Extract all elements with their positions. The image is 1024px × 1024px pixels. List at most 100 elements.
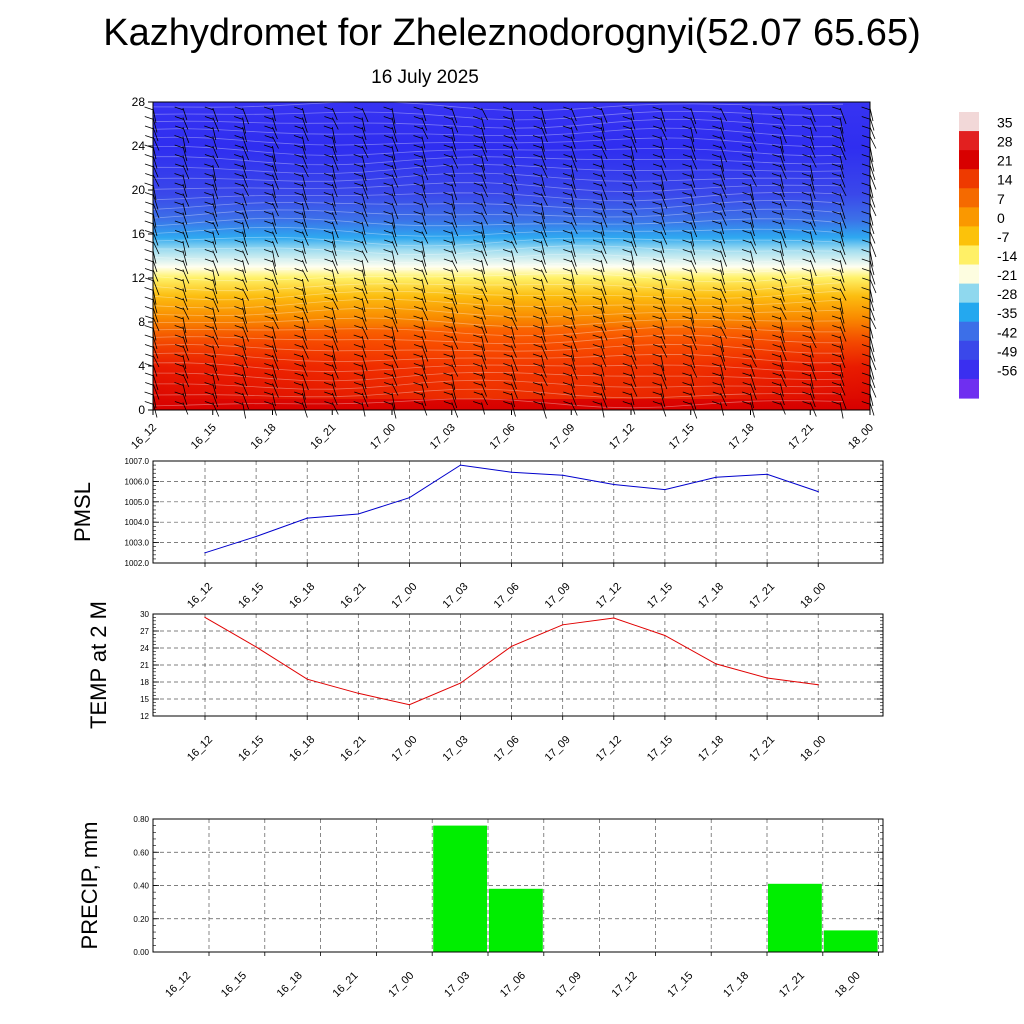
x-tick-label: 17_21	[777, 970, 807, 1000]
heatmap-x-tick-label: 17_03	[428, 422, 458, 452]
heatmap-x-tick-label: 16_18	[249, 422, 279, 452]
y-tick-label: 0.60	[133, 848, 149, 857]
colorbar-label: -28	[997, 286, 1017, 302]
x-tick-label: 17_00	[389, 734, 419, 764]
x-tick-label: 17_15	[645, 581, 675, 611]
heatmap-y-tick-label: 8	[138, 315, 145, 329]
x-tick-label: 17_18	[696, 581, 726, 611]
pmsl-point	[613, 483, 615, 486]
y-axis-title: TEMP at 2 M	[86, 601, 111, 729]
x-tick-label: 17_18	[721, 970, 751, 1000]
x-tick-label: 16_18	[275, 970, 305, 1000]
x-tick-label: 16_12	[163, 970, 193, 1000]
x-tick-label: 18_00	[833, 970, 863, 1000]
colorbar-swatch	[959, 264, 979, 285]
heatmap-y-tick-label: 16	[132, 227, 146, 241]
x-tick-label: 17_06	[498, 970, 528, 1000]
x-tick-label: 16_15	[219, 970, 249, 1000]
x-tick-label: 17_12	[610, 970, 640, 1000]
x-tick-label: 17_21	[747, 734, 777, 764]
wind-barbs	[144, 106, 877, 419]
precip-bar	[823, 930, 878, 952]
temp-point	[255, 646, 257, 648]
heatmap-x-tick-label: 17_12	[607, 422, 637, 452]
y-tick-label: 18	[140, 678, 149, 687]
x-tick-label: 18_00	[798, 581, 828, 611]
pmsl-point	[459, 464, 462, 466]
heatmap-x-tick-label: 17_15	[667, 422, 697, 452]
colorbar-swatch	[959, 321, 979, 342]
temp-point	[408, 704, 410, 706]
precip-bar	[433, 825, 487, 952]
x-tick-label: 16_12	[185, 581, 215, 611]
panel-frame	[152, 818, 884, 953]
colorbar-swatch	[959, 169, 979, 189]
colorbar-label: 35	[997, 115, 1013, 131]
y-tick-label: 15	[140, 695, 149, 704]
pmsl-point	[255, 535, 257, 538]
pmsl-point	[357, 513, 359, 515]
colorbar-label: 28	[997, 134, 1013, 150]
y-tick-label: 1007.0	[125, 457, 150, 466]
pmsl-point	[715, 476, 717, 478]
colorbar-swatch	[959, 188, 979, 208]
x-tick-label: 16_21	[338, 734, 368, 764]
x-tick-label: 16_15	[236, 581, 266, 611]
temp-point	[817, 684, 819, 686]
y-tick-label: 0.20	[133, 915, 149, 924]
pmsl-point	[408, 497, 410, 499]
colorbar-label: 0	[997, 210, 1005, 226]
colorbar-swatch	[959, 283, 979, 304]
y-tick-label: 1003.0	[125, 539, 150, 548]
y-tick-label: 0.40	[133, 882, 149, 891]
temp-point	[459, 682, 462, 684]
x-tick-label: 17_09	[554, 970, 584, 1000]
colorbar-label: -14	[997, 248, 1017, 264]
x-tick-label: 17_21	[747, 581, 777, 611]
pmsl-point	[511, 471, 513, 473]
y-tick-label: 0.80	[133, 815, 149, 824]
colorbar-label: 21	[997, 153, 1013, 169]
precipitation-panel: 0.00 0.20 0.40 0.60 0.80 16_12 16_15 16_18 16_21…	[77, 815, 884, 1000]
heatmap-warm-layer	[153, 327, 870, 399]
colorbar-label: -49	[997, 343, 1017, 359]
temp-point	[562, 624, 564, 626]
colorbar-label: 7	[997, 191, 1005, 207]
colorbar-swatch	[959, 302, 979, 323]
y-axis-title: PMSL	[70, 482, 95, 542]
y-tick-label: 1005.0	[125, 498, 150, 507]
heatmap-x-tick-label: 17_09	[547, 422, 577, 452]
y-tick-label: 0.00	[133, 948, 149, 957]
temp-point	[204, 616, 206, 619]
y-tick-label: 27	[140, 627, 149, 636]
heatmap-x-tick-label: 18_00	[846, 422, 876, 452]
x-tick-label: 18_00	[798, 734, 828, 764]
heatmap-y-tick-label: 12	[132, 271, 146, 285]
temp-point	[766, 677, 768, 679]
temp-point	[306, 678, 308, 680]
pmsl-point	[204, 552, 206, 554]
precip-bar	[768, 883, 822, 952]
y-tick-label: 1002.0	[125, 559, 150, 568]
temp-point	[357, 692, 359, 694]
x-tick-label: 17_09	[543, 734, 573, 764]
colorbar-swatch	[959, 245, 979, 266]
temp-point	[511, 645, 513, 647]
pmsl-panel: 1002.0 1003.0 1004.0 1005.0 1006.0 1007.0 16_1…	[70, 457, 884, 611]
x-tick-label: 16_21	[338, 581, 368, 611]
pmsl-point	[817, 491, 819, 493]
colorbar-label: 14	[997, 172, 1013, 188]
pmsl-point	[306, 517, 308, 519]
pmsl-point	[562, 474, 564, 476]
temperature-panel: 12 15 18 21 24 27 30 16_12 16_15 16_18 16_21 17_00 1…	[86, 601, 884, 764]
x-tick-label: 17_00	[386, 970, 416, 1000]
y-tick-label: 1004.0	[125, 518, 150, 527]
colorbar-swatch	[959, 207, 979, 227]
x-tick-label: 17_12	[594, 734, 624, 764]
x-tick-label: 17_15	[665, 970, 695, 1000]
y-tick-label: 24	[140, 644, 149, 653]
y-tick-label: 30	[140, 610, 149, 619]
colorbar-swatch	[959, 150, 979, 170]
x-tick-label: 16_12	[185, 734, 215, 764]
x-tick-label: 17_03	[441, 581, 471, 611]
